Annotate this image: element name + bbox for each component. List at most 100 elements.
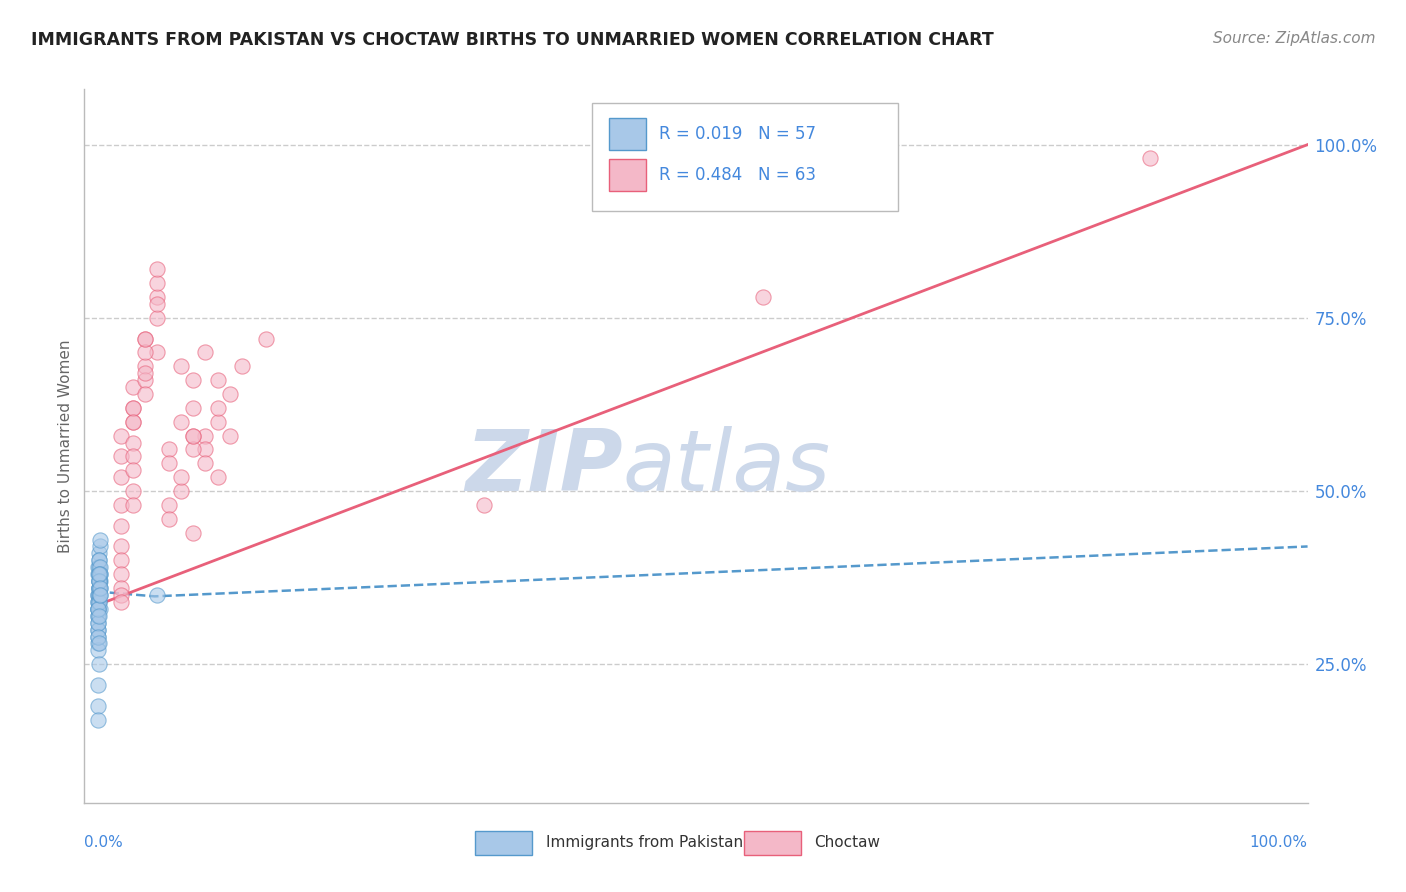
Point [86,602,108,616]
Point [86,608,108,623]
Point [134,359,156,374]
Point [86,588,108,602]
Point [751,290,773,304]
Point [86,595,108,609]
Point [87,595,110,609]
Point [87,546,110,560]
Point [87,574,110,588]
Point [89,560,111,574]
Text: 100.0%: 100.0% [1250,835,1308,850]
Point [89,602,111,616]
Point [183,428,205,442]
Point [87,574,110,588]
Point [146,310,169,325]
Point [183,373,205,387]
Point [86,643,108,657]
Point [207,373,229,387]
Point [110,567,132,582]
Point [86,602,108,616]
Y-axis label: Births to Unmarried Women: Births to Unmarried Women [58,339,73,553]
Point [183,401,205,415]
Point [146,290,169,304]
Point [87,581,110,595]
Point [110,428,132,442]
Point [89,574,111,588]
Point [170,483,193,498]
Point [183,442,205,457]
Point [87,581,110,595]
Point [86,602,108,616]
Point [86,623,108,637]
Point [134,345,156,359]
Point [87,567,110,582]
Point [110,588,132,602]
Point [86,623,108,637]
Text: IMMIGRANTS FROM PAKISTAN VS CHOCTAW BIRTHS TO UNMARRIED WOMEN CORRELATION CHART: IMMIGRANTS FROM PAKISTAN VS CHOCTAW BIRT… [31,31,994,49]
Point [110,581,132,595]
Point [194,345,217,359]
Point [170,359,193,374]
Point [207,415,229,429]
Point [194,428,217,442]
Point [86,636,108,650]
Point [472,498,495,512]
FancyBboxPatch shape [609,159,645,191]
Point [194,456,217,470]
Point [86,678,108,692]
Point [86,560,108,574]
Point [87,588,110,602]
Text: Choctaw: Choctaw [814,835,880,849]
Point [121,483,143,498]
Point [86,630,108,644]
Point [86,615,108,630]
Point [87,581,110,595]
Point [87,574,110,588]
Point [1139,152,1161,166]
Point [146,297,169,311]
Point [86,630,108,644]
Point [86,588,108,602]
Text: Source: ZipAtlas.com: Source: ZipAtlas.com [1212,31,1375,46]
Point [146,345,169,359]
Point [121,415,143,429]
Point [194,442,217,457]
Point [121,498,143,512]
Point [110,540,132,554]
Point [87,608,110,623]
Point [157,512,180,526]
FancyBboxPatch shape [475,830,531,855]
Point [218,387,240,401]
Point [207,401,229,415]
FancyBboxPatch shape [744,830,801,855]
Point [87,595,110,609]
Point [146,262,169,277]
Point [86,615,108,630]
Point [146,588,169,602]
Text: atlas: atlas [623,425,831,509]
Point [121,415,143,429]
Point [121,463,143,477]
Point [87,581,110,595]
Text: R = 0.019   N = 57: R = 0.019 N = 57 [659,125,817,143]
Text: Immigrants from Pakistan: Immigrants from Pakistan [546,835,742,849]
Point [183,428,205,442]
Point [89,588,111,602]
Point [87,636,110,650]
Point [86,602,108,616]
Point [87,588,110,602]
Point [110,553,132,567]
Point [89,588,111,602]
Point [87,657,110,672]
Text: ZIP: ZIP [465,425,623,509]
Point [121,435,143,450]
Point [157,456,180,470]
Point [110,518,132,533]
Point [86,698,108,713]
Point [87,574,110,588]
Point [87,567,110,582]
Point [86,713,108,727]
Point [231,359,253,374]
Point [89,581,111,595]
Text: R = 0.484   N = 63: R = 0.484 N = 63 [659,166,817,184]
Point [207,470,229,484]
